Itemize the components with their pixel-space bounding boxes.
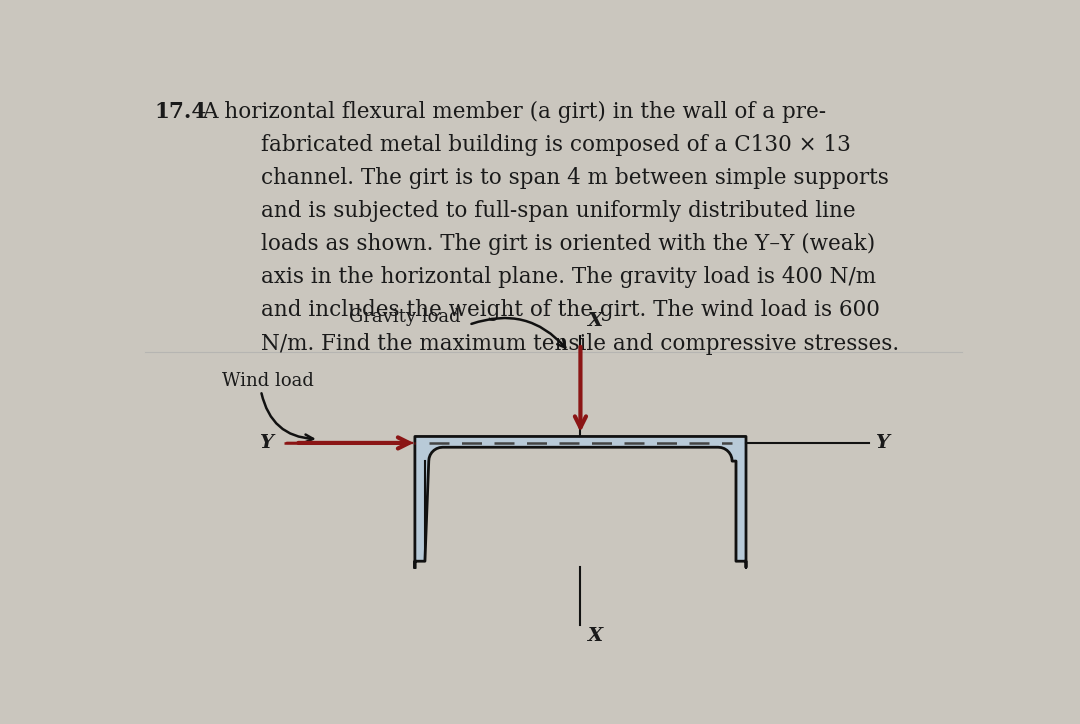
Text: Wind load: Wind load <box>222 372 314 390</box>
Text: X: X <box>586 312 602 330</box>
Text: Y: Y <box>876 434 889 452</box>
Text: loads as shown. The girt is oriented with the Y–Y (weak): loads as shown. The girt is oriented wit… <box>261 233 875 256</box>
Text: axis in the horizontal plane. The gravity load is 400 N/m: axis in the horizontal plane. The gravit… <box>261 266 876 288</box>
Text: and includes the weight of the girt. The wind load is 600: and includes the weight of the girt. The… <box>261 300 880 321</box>
Text: 17.4: 17.4 <box>154 101 207 123</box>
Text: X: X <box>586 628 602 645</box>
Text: and is subjected to full-span uniformly distributed line: and is subjected to full-span uniformly … <box>261 200 855 222</box>
Text: N/m. Find the maximum tensile and compressive stresses.: N/m. Find the maximum tensile and compre… <box>261 332 899 355</box>
Text: A horizontal flexural member (a girt) in the wall of a pre-: A horizontal flexural member (a girt) in… <box>202 101 826 123</box>
Text: Gravity load: Gravity load <box>350 308 461 326</box>
Text: Y: Y <box>258 434 272 452</box>
Text: fabricated metal building is composed of a C130 × 13: fabricated metal building is composed of… <box>261 134 851 156</box>
Text: channel. The girt is to span 4 m between simple supports: channel. The girt is to span 4 m between… <box>261 167 889 189</box>
Polygon shape <box>415 437 746 568</box>
